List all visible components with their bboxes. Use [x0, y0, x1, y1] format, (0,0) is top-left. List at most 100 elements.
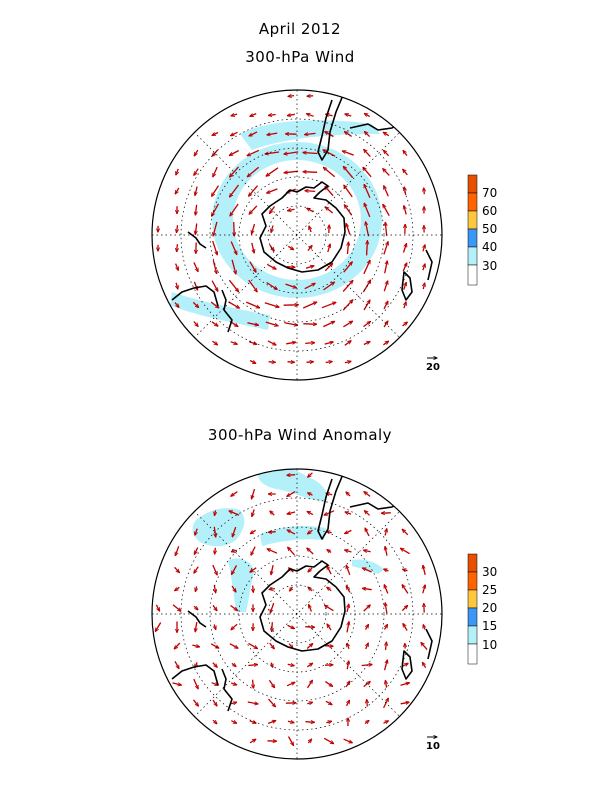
south-africa-coast: [426, 629, 432, 659]
wind-vector: [173, 683, 182, 685]
wind-vector: [364, 605, 371, 611]
wind-vector: [175, 587, 180, 590]
wind-vector: [364, 113, 369, 116]
wind-vector: [327, 550, 331, 553]
wind-vector: [272, 622, 273, 632]
colorbar-swatch: [468, 247, 477, 265]
colorbar-swatch: [468, 572, 477, 590]
wind-vector: [174, 643, 180, 649]
wind-vector: [271, 565, 273, 575]
wind-vector: [404, 302, 406, 308]
wind-vector: [194, 262, 198, 271]
wind-vector: [402, 605, 407, 610]
wind-vector: [421, 642, 427, 649]
wind-vector: [269, 699, 276, 707]
wind-vector: [384, 186, 389, 197]
wind-vector: [347, 604, 349, 612]
wind-vector: [271, 226, 273, 233]
wind-vector: [346, 565, 350, 575]
wind-vector: [403, 322, 408, 326]
wind-vector: [385, 261, 388, 273]
wind-vector: [250, 721, 256, 723]
wind-vector: [404, 206, 406, 215]
wind-vector: [213, 167, 217, 177]
wind-vector: [234, 222, 235, 236]
wind-vector: [253, 680, 254, 689]
wind-vector: [364, 492, 370, 497]
wind-vector: [267, 549, 277, 553]
wind-vector: [326, 721, 331, 723]
reference-vector-label: 10: [426, 741, 440, 752]
wind-vector: [384, 585, 388, 594]
wind-vector: [231, 702, 237, 704]
wind-vector: [423, 585, 425, 593]
wind-vector: [249, 342, 257, 345]
wind-vector: [327, 587, 331, 591]
map-anomaly: 10 30 25 20 15 10: [152, 466, 497, 759]
wind-vector: [383, 132, 389, 135]
wind-vector: [213, 260, 216, 273]
wind-vector: [288, 96, 294, 97]
wind-vector: [400, 548, 409, 553]
colorbar-anomaly: 30 25 20 15 10: [468, 554, 497, 664]
wind-vector: [248, 665, 257, 666]
colorbar-swatch: [468, 211, 477, 229]
wind-vector: [384, 698, 389, 708]
wind-vector: [364, 149, 371, 156]
wind-vector: [402, 585, 408, 594]
wind-vector: [249, 186, 258, 197]
wind-vector: [287, 682, 295, 685]
wind-vector: [268, 532, 275, 533]
wind-vector: [404, 187, 405, 195]
wind-vector: [288, 664, 295, 665]
wind-vector: [347, 700, 350, 706]
figure-canvas: 20 70 60 50 40 30: [0, 0, 600, 800]
wind-vector: [305, 343, 315, 344]
wind-vector: [267, 189, 278, 193]
wind-vector: [215, 548, 216, 554]
wind-vector: [229, 302, 240, 308]
wind-vector: [288, 547, 295, 555]
wind-vector: [213, 700, 217, 706]
wind-vector: [423, 245, 425, 252]
wind-vector: [325, 682, 332, 687]
wind-vector: [194, 150, 198, 156]
wind-vector: [176, 283, 178, 289]
wind-vector: [367, 700, 368, 707]
wind-vector: [268, 721, 276, 724]
wind-vector: [346, 224, 350, 235]
wind-vector: [325, 646, 333, 647]
wind-vector: [385, 546, 387, 555]
wind-vector: [364, 300, 370, 310]
colorbar-label: 60: [482, 204, 497, 218]
wind-vector: [384, 281, 387, 291]
wind-vector: [345, 530, 352, 533]
wind-vector: [250, 530, 255, 533]
wind-vector: [401, 702, 410, 704]
colorbar-label: 30: [482, 259, 497, 273]
wind-vector: [344, 739, 353, 743]
colorbar-label: 15: [482, 619, 497, 633]
wind-vector: [177, 225, 178, 233]
wind-vector: [345, 361, 351, 362]
wind-vector: [346, 492, 350, 496]
wind-vector: [175, 546, 178, 555]
colorbar-label: 25: [482, 583, 497, 597]
wind-vector: [324, 738, 334, 743]
wind-vector: [175, 567, 180, 572]
wind-vector: [401, 683, 410, 686]
wind-vector: [231, 550, 237, 551]
wind-vector: [343, 321, 352, 327]
anomaly-shading: [193, 466, 384, 612]
wind-vector: [308, 245, 312, 250]
wind-vector: [269, 362, 276, 363]
wind-vector: [386, 642, 387, 650]
wind-vector: [284, 171, 298, 173]
wind-vector: [347, 643, 349, 649]
wind-vector: [383, 150, 388, 156]
wind-vector: [325, 342, 334, 344]
wind-vector: [251, 547, 255, 556]
wind-vector: [404, 282, 407, 289]
wind-vector: [175, 661, 179, 668]
wind-vector: [252, 243, 254, 253]
